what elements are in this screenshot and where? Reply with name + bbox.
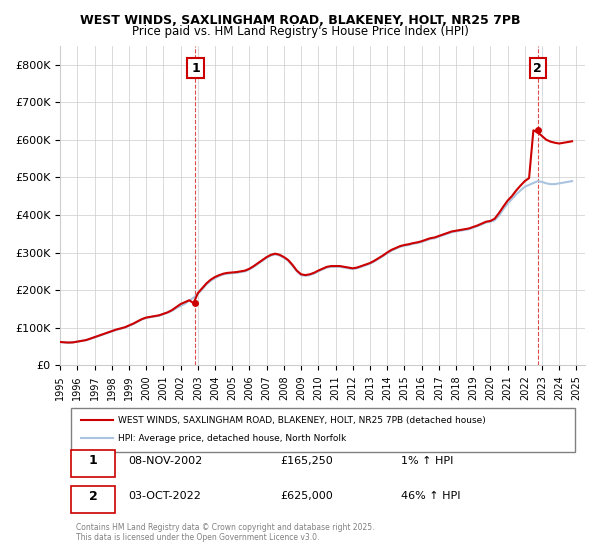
Text: 1: 1 (89, 454, 98, 467)
Text: Price paid vs. HM Land Registry's House Price Index (HPI): Price paid vs. HM Land Registry's House … (131, 25, 469, 38)
Text: 08-NOV-2002: 08-NOV-2002 (128, 455, 203, 465)
FancyBboxPatch shape (71, 486, 115, 512)
Text: £165,250: £165,250 (281, 455, 334, 465)
Text: 1: 1 (191, 62, 200, 74)
Text: WEST WINDS, SAXLINGHAM ROAD, BLAKENEY, HOLT, NR25 7PB (detached house): WEST WINDS, SAXLINGHAM ROAD, BLAKENEY, H… (118, 416, 485, 424)
Text: HPI: Average price, detached house, North Norfolk: HPI: Average price, detached house, Nort… (118, 433, 346, 442)
Text: 03-OCT-2022: 03-OCT-2022 (128, 492, 202, 501)
Text: £625,000: £625,000 (281, 492, 334, 501)
FancyBboxPatch shape (71, 450, 115, 477)
Text: WEST WINDS, SAXLINGHAM ROAD, BLAKENEY, HOLT, NR25 7PB: WEST WINDS, SAXLINGHAM ROAD, BLAKENEY, H… (80, 14, 520, 27)
Text: 2: 2 (89, 490, 98, 503)
Text: Contains HM Land Registry data © Crown copyright and database right 2025.
This d: Contains HM Land Registry data © Crown c… (76, 522, 374, 542)
Text: 2: 2 (533, 62, 542, 74)
Text: 46% ↑ HPI: 46% ↑ HPI (401, 492, 461, 501)
FancyBboxPatch shape (71, 408, 575, 451)
Text: 1% ↑ HPI: 1% ↑ HPI (401, 455, 454, 465)
